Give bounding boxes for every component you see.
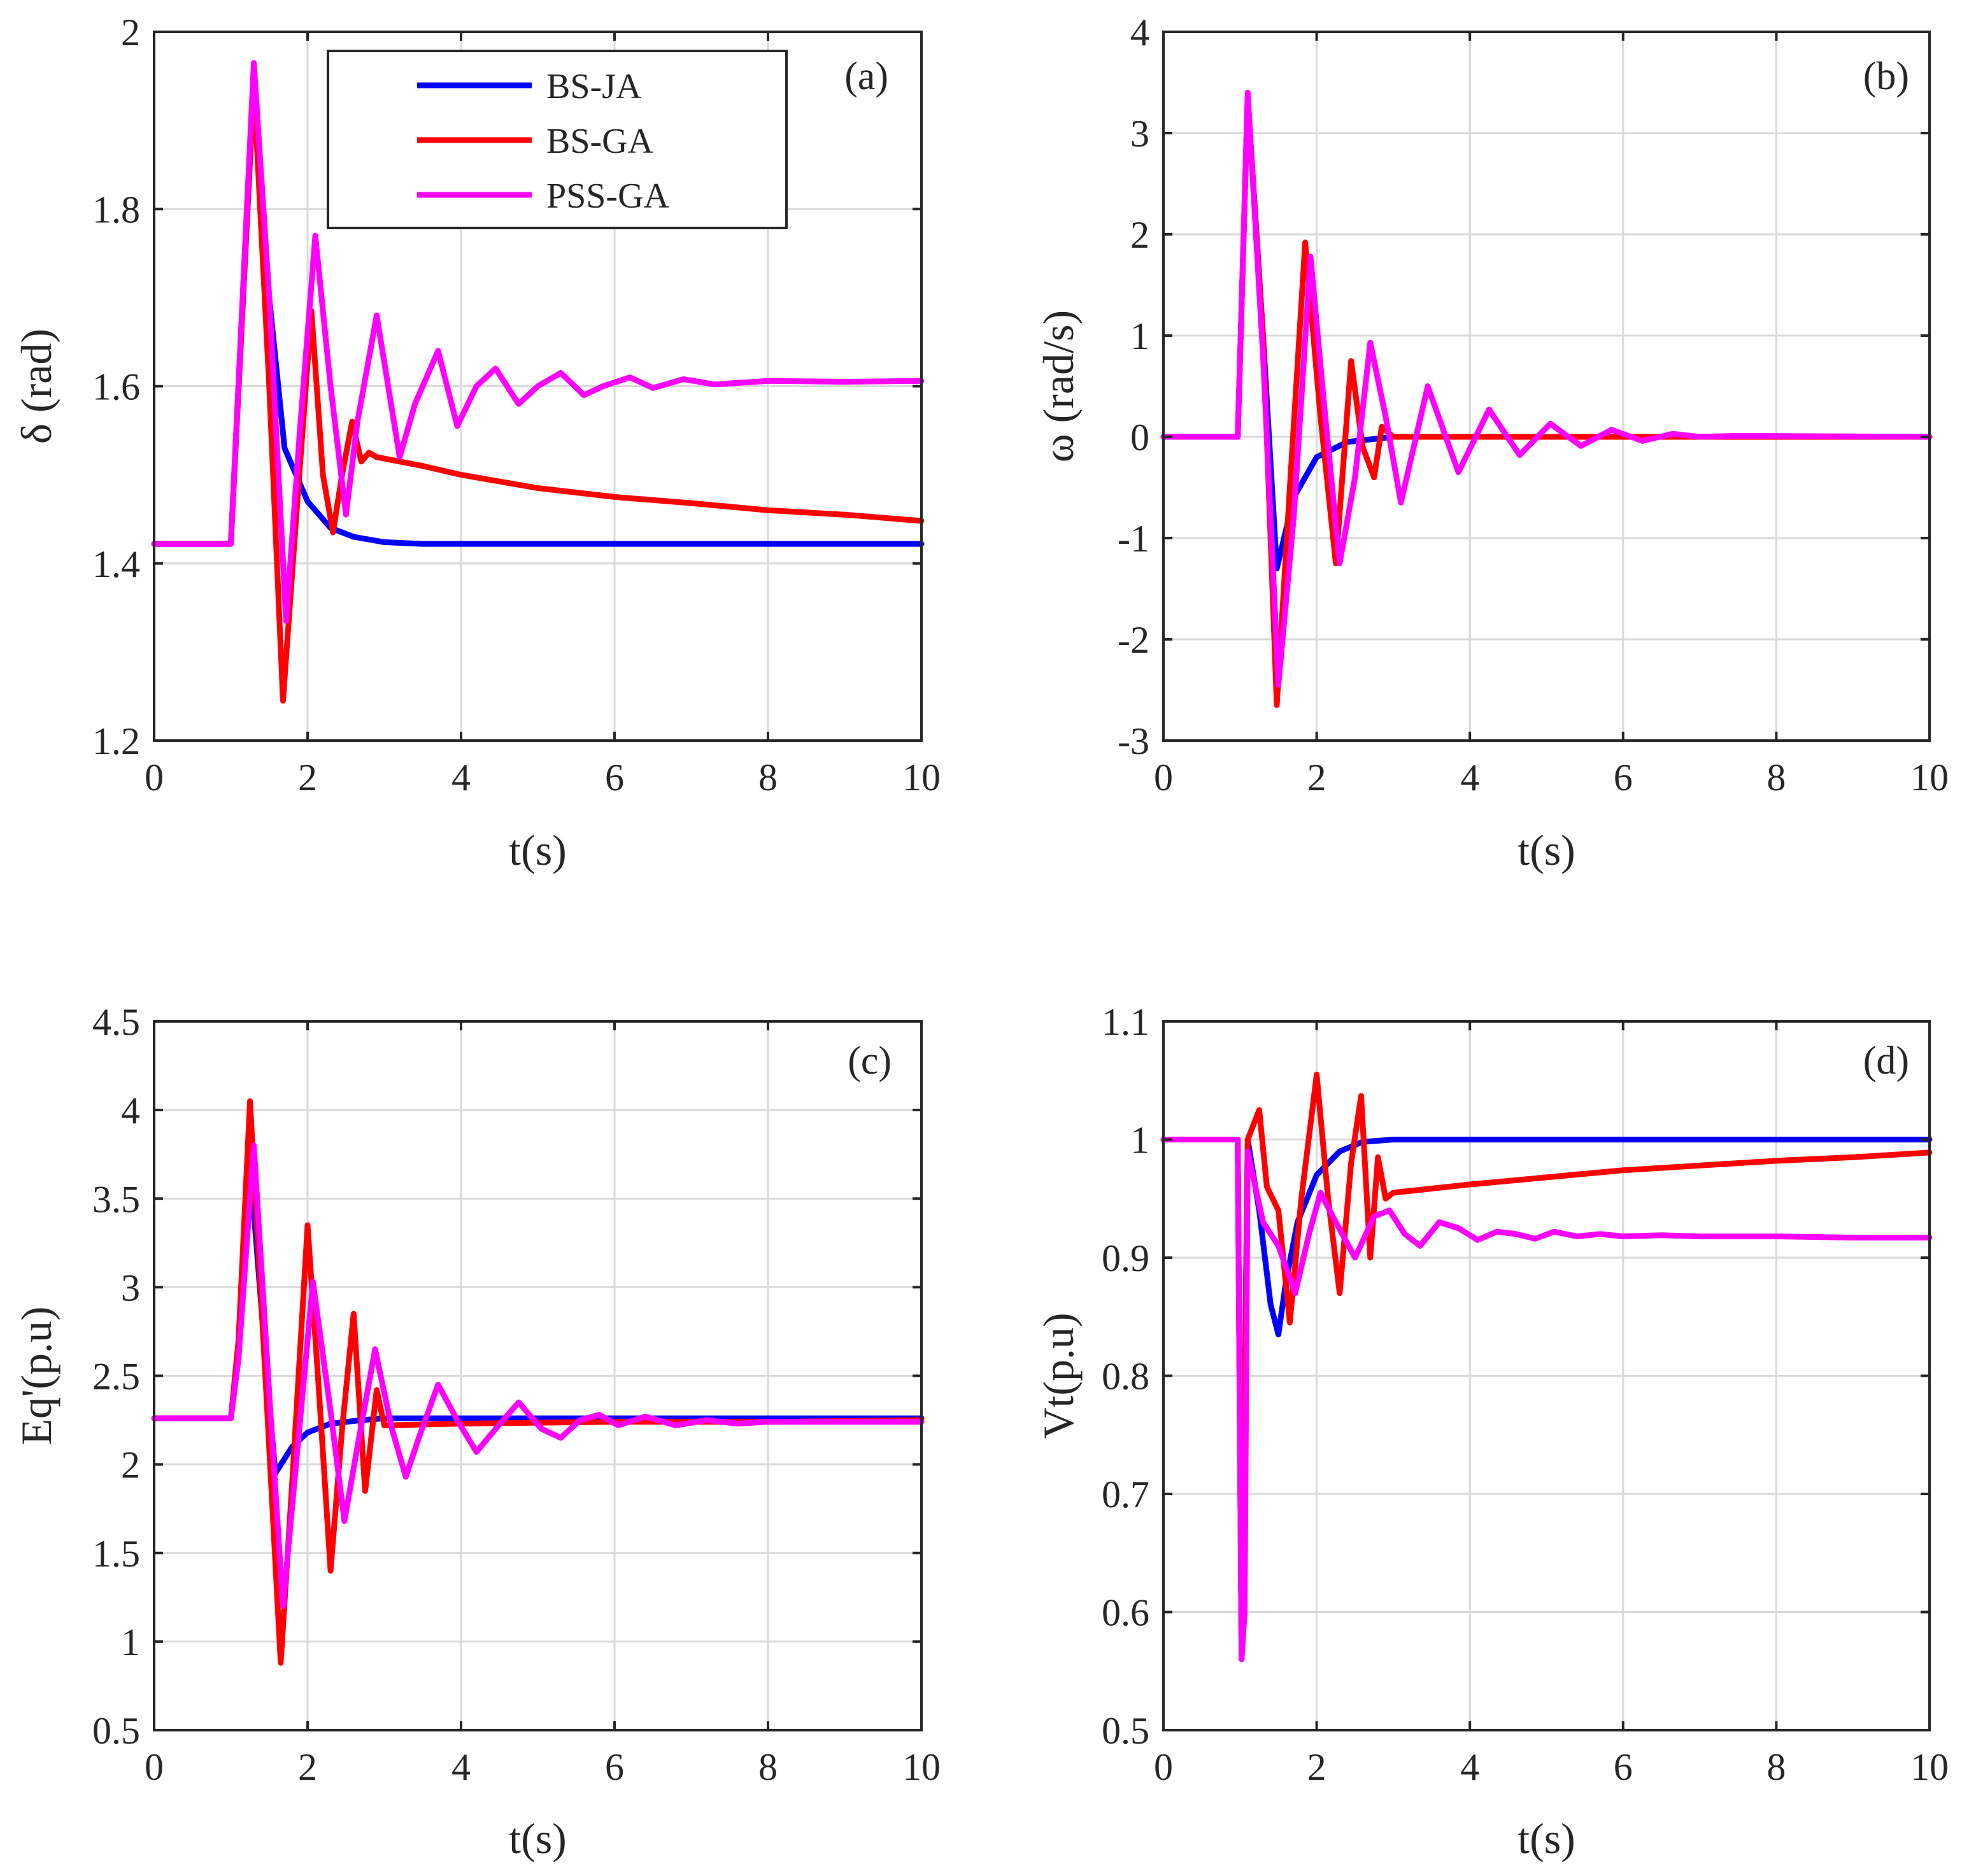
panel-c-series	[151, 1098, 925, 1666]
legend-box	[327, 50, 788, 229]
panel-b-x-tick-label: 6	[1614, 757, 1633, 799]
panel-d-x-tick-label: 4	[1460, 1746, 1479, 1788]
panel-b-y-tick-label: 1	[1130, 315, 1149, 357]
panel-c-x-tick-label: 0	[145, 1746, 164, 1788]
panel-a-x-tick-label: 2	[298, 757, 317, 799]
panel-c-xticks: 0 2 4 6 8 10	[145, 1021, 941, 1788]
panel-b-xticks: 0 2 4 6 8 10	[1154, 32, 1949, 799]
panel-b-tag: (b)	[1863, 55, 1909, 98]
panel-b-yticks: -3 -2 -1 0 1 2 3 4	[1118, 11, 1930, 762]
panel-d-y-tick-label: 0.7	[1102, 1474, 1149, 1516]
panel-d-y-tick-label: 0.6	[1102, 1592, 1149, 1634]
panel-b-y-tick-label: -1	[1118, 518, 1149, 560]
panel-b-y-tick-label: 4	[1130, 11, 1149, 53]
panel-c-y-axis-label: Eq'(p.u)	[12, 1306, 60, 1445]
legend-entry-bs-ja: BS-JA	[417, 67, 642, 106]
panel-c-x-tick-label: 10	[902, 1746, 941, 1788]
panel-d-y-axis-label: Vt(p.u)	[1034, 1312, 1083, 1439]
panel-a-x-tick-label: 4	[451, 757, 471, 799]
panel-c-y-tick-label: 3.5	[92, 1178, 140, 1220]
panel-b-x-tick-label: 8	[1767, 757, 1786, 799]
panel-a-x-tick-label: 0	[145, 757, 164, 799]
panel-d-y-tick-label: 0.5	[1102, 1710, 1149, 1752]
panel-b-y-tick-label: 0	[1130, 416, 1149, 458]
panel-c-y-tick-label: 1	[121, 1621, 140, 1663]
panel-d-x-tick-label: 2	[1307, 1746, 1326, 1788]
panel-c-x-axis-label: t(s)	[509, 1814, 567, 1863]
panel-d-y-tick-label: 0.8	[1102, 1356, 1149, 1398]
panel-c-x-tick-label: 6	[605, 1746, 624, 1788]
panel-c: 0.5 1 1.5 2 2.5 3 3.5 4 4.5 0 2 4 6 8 10 t(s) Eq'(p.u…	[12, 1001, 941, 1863]
panel-b-series-pss-ga	[1160, 89, 1933, 688]
panel-a-x-tick-label: 8	[758, 757, 778, 799]
panel-a-yticks: 1.2 1.4 1.6 1.8 2	[92, 11, 921, 762]
panel-a-y-tick-label: 1.6	[92, 366, 140, 408]
panel-a-x-tick-label: 6	[605, 757, 624, 799]
panel-d-series-bs-ga	[1160, 1072, 1933, 1663]
panel-d-x-tick-label: 8	[1767, 1746, 1786, 1788]
panel-c-x-tick-label: 2	[298, 1746, 317, 1788]
panel-a-series-pss-ga	[151, 60, 925, 624]
panel-c-yticks: 0.5 1 1.5 2 2.5 3 3.5 4 4.5	[92, 1001, 921, 1752]
panel-c-y-tick-label: 4	[121, 1090, 140, 1132]
panel-a-tag: (a)	[844, 55, 888, 98]
panel-d-series	[1160, 1072, 1933, 1663]
panel-c-y-tick-label: 3	[121, 1267, 140, 1309]
panel-b: -3 -2 -1 0 1 2 3 4 0 2 4 6 8 10 t(s) ω (rad/s) (b)	[1034, 11, 1949, 874]
panel-b-x-tick-label: 0	[1154, 757, 1173, 799]
panel-d-y-tick-label: 0.9	[1102, 1237, 1149, 1279]
panel-b-y-tick-label: -3	[1118, 720, 1149, 762]
legend: BS-JA BS-GA PSS-GA	[327, 50, 788, 229]
panel-a-y-axis-label: δ (rad)	[12, 329, 60, 444]
panel-b-x-axis-label: t(s)	[1518, 826, 1575, 874]
panel-a-series	[151, 60, 925, 704]
panel-a-y-tick-label: 1.4	[92, 543, 140, 585]
panel-c-tag: (c)	[848, 1039, 892, 1083]
panel-d-y-tick-label: 1.1	[1102, 1001, 1149, 1043]
legend-entry-bs-ga: BS-GA	[417, 122, 654, 161]
panel-a-y-tick-label: 2	[121, 11, 140, 53]
panel-c-y-tick-label: 2.5	[92, 1356, 140, 1398]
panel-c-y-tick-label: 1.5	[92, 1533, 140, 1575]
panel-a-x-tick-label: 10	[902, 757, 941, 799]
panel-b-frame	[1162, 31, 1931, 742]
panel-d-y-tick-label: 1	[1130, 1119, 1149, 1162]
panel-a-x-axis-label: t(s)	[509, 826, 567, 874]
panel-a: 1.2 1.4 1.6 1.8 2 0 2 4 6 8 10 t(s) δ (rad) (a) B…	[12, 11, 941, 874]
panel-b-y-tick-label: 3	[1130, 113, 1149, 155]
panel-c-x-tick-label: 8	[758, 1746, 778, 1788]
panel-d-x-tick-label: 6	[1614, 1746, 1633, 1788]
panel-b-series	[1160, 89, 1933, 708]
panel-d-tag: (d)	[1863, 1039, 1909, 1083]
panel-d-x-tick-label: 10	[1910, 1746, 1949, 1788]
legend-label-pss-ga: PSS-GA	[546, 176, 670, 216]
panel-c-y-tick-label: 4.5	[92, 1001, 140, 1043]
panel-a-y-tick-label: 1.8	[92, 188, 140, 231]
panel-b-x-tick-label: 2	[1307, 757, 1326, 799]
panel-c-y-tick-label: 0.5	[92, 1710, 140, 1752]
panel-a-y-tick-label: 1.2	[92, 720, 140, 762]
panel-b-x-tick-label: 10	[1910, 757, 1949, 799]
panel-c-series-pss-ga	[151, 1142, 925, 1609]
panel-a-xticks: 0 2 4 6 8 10	[145, 32, 941, 799]
panel-b-y-tick-label: -2	[1118, 619, 1149, 661]
legend-label-bs-ja: BS-JA	[546, 67, 642, 106]
legend-entry-pss-ga: PSS-GA	[417, 176, 670, 216]
panel-b-x-tick-label: 4	[1460, 757, 1479, 799]
panel-d-yticks: 0.5 0.6 0.7 0.8 0.9 1 1.1	[1102, 1001, 1930, 1752]
panel-d-xticks: 0 2 4 6 8 10	[1154, 1021, 1949, 1788]
panel-d-x-tick-label: 0	[1154, 1746, 1173, 1788]
panel-c-y-tick-label: 2	[121, 1444, 140, 1486]
panel-b-y-axis-label: ω (rad/s)	[1034, 310, 1083, 462]
panel-d-x-axis-label: t(s)	[1518, 1814, 1575, 1863]
panel-d: 0.5 0.6 0.7 0.8 0.9 1 1.1 0 2 4 6 8 10 t(s) Vt(p.u)…	[1034, 1001, 1949, 1863]
panel-b-y-tick-label: 2	[1130, 214, 1149, 256]
legend-label-bs-ga: BS-GA	[546, 122, 654, 161]
panel-c-x-tick-label: 4	[451, 1746, 471, 1788]
panel-d-series-pss-ga	[1160, 1137, 1933, 1663]
